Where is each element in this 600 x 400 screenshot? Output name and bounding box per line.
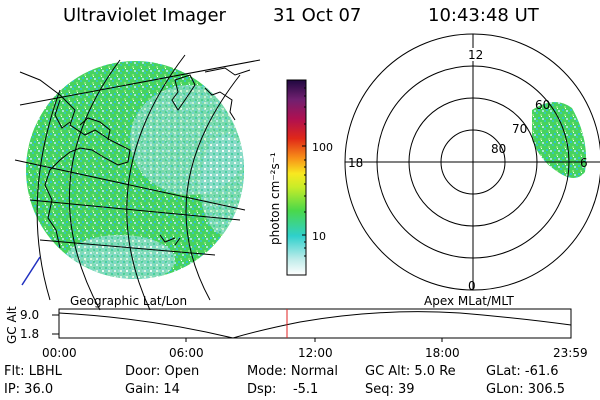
timeline-plot (52, 308, 572, 342)
time-tick-0600: 06:00 (169, 346, 204, 360)
mlt-label-12: 12 (468, 48, 483, 62)
y-tick-9: 9.0 (20, 308, 39, 322)
polar-labels: 12 18 6 0 60 70 80 (348, 48, 588, 293)
coastline-overlay (19, 67, 251, 249)
colorbar-ticks (302, 87, 306, 257)
time-tick-2359: 23:59 (553, 346, 588, 360)
globe-grid (14, 54, 261, 311)
polar-grid (344, 33, 600, 291)
lat-label-70: 70 (512, 122, 527, 136)
lat-label-60: 60 (535, 98, 550, 112)
flt-field: Flt: LBHL (4, 364, 62, 379)
gc-alt-field: GC Alt: 5.0 Re (365, 364, 456, 379)
mlt-label-0: 0 (468, 279, 476, 293)
seq-field: Seq: 39 (365, 382, 415, 397)
glat-field: GLat: -61.6 (486, 364, 559, 379)
date-label: 31 Oct 07 (273, 5, 362, 26)
ip-field: IP: 36.0 (4, 382, 54, 397)
time-tick-1800: 18:00 (425, 346, 460, 360)
door-field: Door: Open (125, 364, 200, 379)
lat-label-80: 80 (491, 142, 506, 156)
y-tick-1-8: 1.8 (20, 327, 39, 341)
colorbar-unit-label: photon cm⁻²s⁻¹ (268, 152, 282, 245)
blue-trace (21, 256, 41, 286)
y-axis-title: GC Alt (5, 306, 19, 344)
altitude-curve (58, 311, 572, 339)
timeline-right-label: Apex MLat/MLT (424, 294, 514, 308)
timeline-left-label: Geographic Lat/Lon (70, 294, 187, 308)
dsp-field: Dsp: -5.1 (247, 382, 319, 397)
mlt-label-6: 6 (580, 156, 588, 170)
time-label: 10:43:48 UT (428, 5, 539, 26)
globe-image (26, 61, 244, 279)
mlt-label-18: 18 (348, 156, 363, 170)
mode-field: Mode: Normal (247, 364, 338, 379)
glon-field: GLon: 306.5 (486, 382, 566, 397)
colorbar-tick-100: 100 (312, 141, 333, 154)
polar-emission (532, 101, 587, 179)
time-tick-0000: 00:00 (42, 346, 77, 360)
gain-field: Gain: 14 (125, 382, 180, 397)
colorbar (286, 79, 307, 276)
time-tick-1200: 12:00 (298, 346, 333, 360)
app-title: Ultraviolet Imager (63, 5, 226, 26)
colorbar-tick-10: 10 (312, 230, 326, 243)
